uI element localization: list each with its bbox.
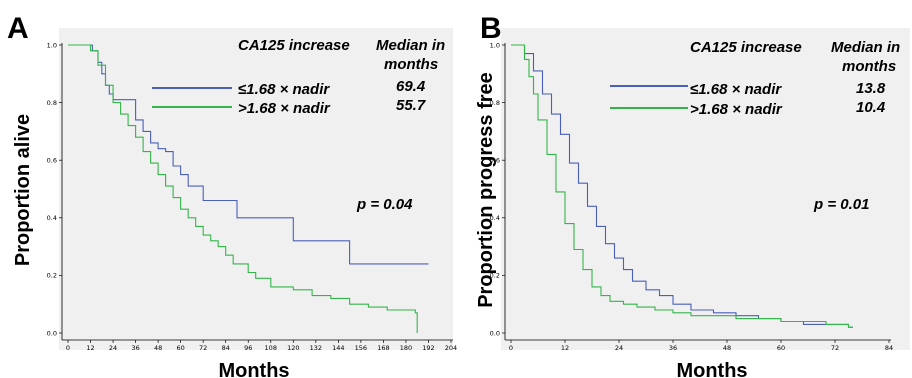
y-tick-label: 0.2 — [490, 272, 500, 280]
median-header-line-1: Median in — [376, 37, 445, 54]
x-tick-label: 84 — [885, 344, 893, 352]
panel-b: 0 12 24 36 48 60 72 84 0.0 0.2 0.4 0.6 0.8 1.0 B Mont… — [475, 12, 910, 378]
median-header-line-2: months — [842, 58, 896, 75]
x-tick-label: 108 — [265, 344, 277, 352]
y-axis-title: Proportion alive — [12, 114, 34, 266]
y-tick-label: 0.6 — [490, 157, 500, 165]
y-tick-label: 0.4 — [47, 214, 57, 222]
x-tick-label: 48 — [154, 344, 162, 352]
median-value-series-2: 55.7 — [396, 97, 426, 114]
x-tick-label: 60 — [777, 344, 785, 352]
x-tick-label: 120 — [287, 344, 299, 352]
x-tick-label: 96 — [244, 344, 252, 352]
x-tick-label: 84 — [222, 344, 230, 352]
x-tick-label: 72 — [831, 344, 839, 352]
legend-header: CA125 increase — [238, 37, 350, 54]
plot-area: 0 12 24 36 48 60 72 84 96 108 120 132 144 156 168 180 19… — [47, 41, 458, 352]
x-tick-label: 132 — [310, 344, 322, 352]
y-tick-label: 0.0 — [490, 329, 500, 337]
x-tick-label: 12 — [86, 344, 94, 352]
x-axis-title: Months — [676, 360, 747, 378]
legend-label-series-2: >1.68 × nadir — [690, 101, 783, 118]
y-tick-label: 1.0 — [47, 41, 57, 49]
x-tick-label: 24 — [615, 344, 623, 352]
y-tick-label: 1.0 — [490, 41, 500, 49]
x-tick-label: 48 — [723, 344, 731, 352]
plot-area: 0 12 24 36 48 60 72 84 0.0 0.2 0.4 0.6 0.8 1.0 — [490, 41, 893, 352]
x-axis-title: Months — [218, 360, 289, 378]
legend-header: CA125 increase — [690, 39, 802, 56]
x-tick-label: 60 — [177, 344, 185, 352]
series-2-curve — [511, 44, 853, 328]
median-value-series-1: 69.4 — [396, 78, 426, 95]
median-header-line-1: Median in — [831, 39, 900, 56]
plot-background — [501, 28, 910, 350]
x-tick-label: 0 — [509, 344, 513, 352]
x-tick-label: 24 — [109, 344, 117, 352]
y-tick-label: 0.8 — [490, 99, 500, 107]
x-tick-label: 144 — [332, 344, 344, 352]
series-2-curve — [68, 44, 418, 333]
x-tick-label: 12 — [561, 344, 569, 352]
legend-label-series-1: ≤1.68 × nadir — [238, 81, 330, 98]
legend-label-series-2: >1.68 × nadir — [238, 100, 331, 117]
legend-label-series-1: ≤1.68 × nadir — [690, 81, 782, 98]
y-axis-title: Proportion progress free — [475, 72, 497, 308]
x-tick-label: 0 — [66, 344, 70, 352]
panel-letter: B — [480, 12, 502, 45]
y-tick-label: 0.6 — [47, 157, 57, 165]
x-tick-label: 192 — [422, 344, 434, 352]
x-tick-label: 72 — [199, 344, 207, 352]
x-tick-label: 36 — [669, 344, 677, 352]
p-value: p = 0.01 — [813, 196, 869, 213]
median-header-line-2: months — [384, 56, 438, 73]
x-tick-label: 180 — [400, 344, 412, 352]
median-value-series-2: 10.4 — [856, 99, 886, 116]
x-tick-label: 156 — [355, 344, 367, 352]
x-tick-label: 36 — [131, 344, 139, 352]
x-tick-label: 168 — [377, 344, 389, 352]
y-tick-label: 0.0 — [47, 329, 57, 337]
median-value-series-1: 13.8 — [856, 80, 886, 97]
panel-a: 0 12 24 36 48 60 72 84 96 108 120 132 144 156 168 180 19… — [7, 12, 457, 378]
y-tick-label: 0.4 — [490, 214, 500, 222]
y-tick-label: 0.8 — [47, 99, 57, 107]
p-value: p = 0.04 — [356, 196, 413, 213]
plot-background — [59, 28, 453, 350]
x-tick-label: 204 — [445, 344, 457, 352]
y-tick-label: 0.2 — [47, 272, 57, 280]
panel-letter: A — [7, 12, 29, 45]
